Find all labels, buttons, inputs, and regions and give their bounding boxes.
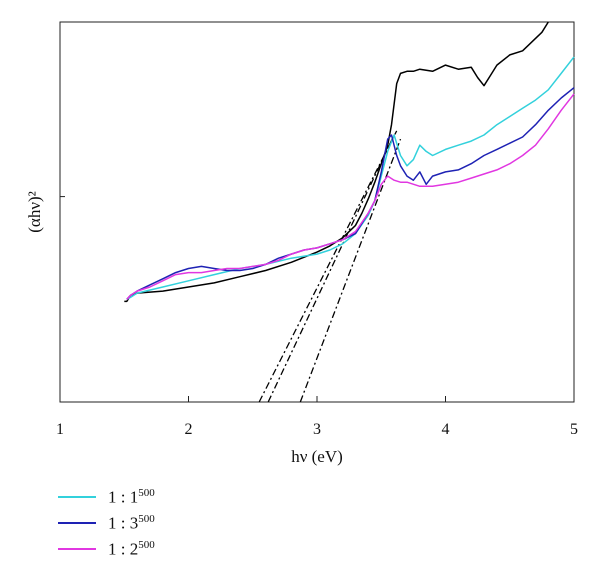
- legend-label-1-2: 1 : 2500: [108, 538, 155, 559]
- legend-item-1-2: 1 : 2500: [58, 536, 155, 562]
- series-line-1: [126, 56, 575, 300]
- tangent-lines: [258, 130, 402, 403]
- x-tick-label-5: 5: [570, 421, 578, 438]
- tangent-line-1: [258, 130, 398, 403]
- legend-label-1-3: 1 : 3500: [108, 512, 155, 533]
- legend-item-1-1: 1 : 1500: [58, 484, 155, 510]
- legend-item-1-3: 1 : 3500: [58, 510, 155, 536]
- series-group: [124, 21, 575, 303]
- x-tick-label-3: 3: [313, 421, 321, 438]
- legend: 1 : 1500 1 : 3500 1 : 2500: [58, 484, 155, 562]
- series-line-0: [124, 21, 549, 303]
- series-line-3: [126, 93, 575, 300]
- legend-swatch-1-3: [58, 522, 96, 524]
- x-tick-label-4: 4: [442, 421, 450, 438]
- legend-swatch-1-2: [58, 548, 96, 550]
- y-axis-title: (αhν)²: [25, 191, 44, 233]
- x-axis-title: hν (eV): [291, 447, 343, 466]
- tangent-line-2: [267, 134, 395, 403]
- plot-frame: [59, 21, 575, 403]
- legend-swatch-1-1: [58, 496, 96, 498]
- x-tick-label-2: 2: [185, 421, 193, 438]
- tangent-line-3: [299, 138, 402, 403]
- x-tick-label-1: 1: [56, 421, 64, 438]
- axis-ticks: [59, 196, 575, 403]
- series-line-2: [126, 87, 575, 300]
- x-tick-labels: 1 2 3 4 5: [56, 421, 578, 438]
- chart-area: 1 2 3 4 5 hν (eV) (αhν)²: [25, 21, 578, 466]
- legend-label-1-1: 1 : 1500: [108, 486, 155, 507]
